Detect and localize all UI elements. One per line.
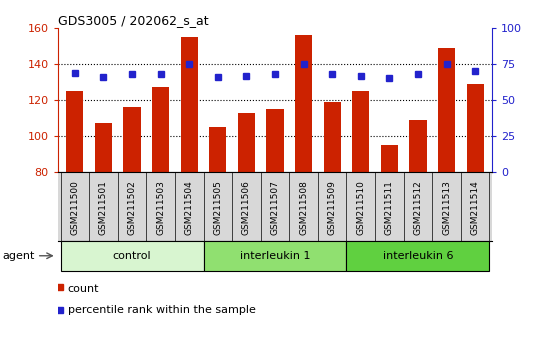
Text: GSM211510: GSM211510: [356, 180, 365, 235]
Bar: [204, 241, 346, 271]
Bar: [295, 35, 312, 172]
Text: interleukin 6: interleukin 6: [383, 251, 453, 261]
Bar: [124, 107, 141, 172]
Text: GSM211511: GSM211511: [385, 180, 394, 235]
Bar: [352, 91, 370, 172]
Bar: [323, 102, 341, 172]
Bar: [152, 87, 169, 172]
Text: GSM211507: GSM211507: [271, 180, 279, 235]
Text: interleukin 1: interleukin 1: [240, 251, 310, 261]
Text: GSM211512: GSM211512: [414, 180, 422, 235]
Text: GSM211502: GSM211502: [128, 180, 136, 235]
Text: GSM211505: GSM211505: [213, 180, 222, 235]
Bar: [95, 123, 112, 172]
Bar: [381, 145, 398, 172]
Text: GSM211500: GSM211500: [70, 180, 79, 235]
Text: control: control: [113, 251, 151, 261]
Bar: [60, 241, 204, 271]
Text: GSM211503: GSM211503: [156, 180, 165, 235]
Text: percentile rank within the sample: percentile rank within the sample: [68, 305, 256, 315]
Text: count: count: [68, 284, 99, 293]
Bar: [67, 91, 84, 172]
Text: GDS3005 / 202062_s_at: GDS3005 / 202062_s_at: [58, 13, 208, 27]
Bar: [266, 109, 284, 172]
Text: GSM211504: GSM211504: [185, 180, 194, 235]
Text: GSM211508: GSM211508: [299, 180, 308, 235]
Text: agent: agent: [3, 251, 35, 261]
Bar: [209, 127, 227, 172]
Bar: [409, 120, 426, 172]
Text: GSM211506: GSM211506: [242, 180, 251, 235]
Text: GSM211514: GSM211514: [471, 180, 480, 235]
Bar: [180, 37, 198, 172]
Bar: [466, 84, 483, 172]
Text: GSM211501: GSM211501: [99, 180, 108, 235]
Bar: [346, 241, 490, 271]
Bar: [438, 48, 455, 172]
Bar: [238, 113, 255, 172]
Text: GSM211509: GSM211509: [328, 180, 337, 235]
Text: GSM211513: GSM211513: [442, 180, 451, 235]
